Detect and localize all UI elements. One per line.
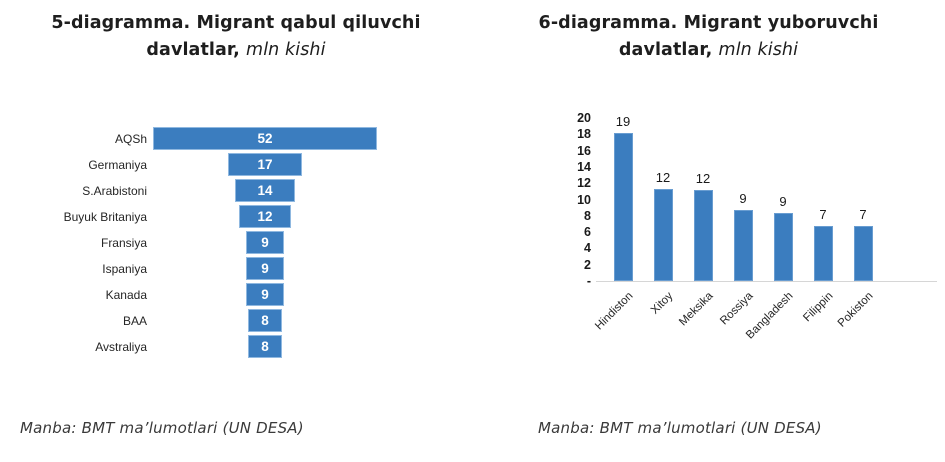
y-axis-tick-label: 12 (577, 176, 591, 191)
funnel-bar-chart: AQSh 52 Germaniya 17 S.Arabistoni 14 Buyuk Bri… (8, 126, 468, 360)
bar: 12 (239, 205, 291, 228)
left-title-line2: davlatlar, mln kishi (0, 37, 472, 64)
bar: 14 (234, 179, 296, 202)
category-label: Avstraliya (95, 340, 147, 354)
category-label: Germaniya (88, 158, 147, 172)
panel-migrant-receiving-chart: 5-diagramma. Migrant qabul qiluvchi davl… (0, 0, 472, 462)
category-label: Ispaniya (102, 262, 147, 276)
bar (693, 189, 713, 281)
bar-track: 9 (153, 231, 468, 255)
funnel-row: Buyuk Britaniya 12 (8, 204, 468, 230)
right-title-line2: davlatlar, mln kishi (472, 37, 945, 64)
bar (773, 212, 793, 281)
right-title-unit: mln kishi (718, 40, 799, 60)
bar-track: 12 (153, 205, 468, 229)
bar-value-label: 7 (859, 207, 867, 223)
bar-value-label: 9 (739, 191, 747, 207)
bar (733, 210, 753, 281)
bar-value-label: 9 (261, 235, 269, 250)
left-title-unit: mln kishi (246, 40, 326, 60)
category-label: AQSh (114, 132, 147, 146)
bar: 9 (245, 257, 285, 280)
funnel-row: AQSh 52 (8, 126, 468, 152)
left-title-line1: 5-diagramma. Migrant qabul qiluvchi (51, 13, 421, 33)
bar-value-label: 9 (261, 287, 269, 302)
bar-value-label: 7 (819, 206, 827, 222)
bar-value-label: 19 (615, 113, 631, 129)
bar-track: 14 (153, 179, 468, 203)
funnel-row: Ispaniya 9 (8, 256, 468, 282)
bar-value-label: 17 (257, 157, 273, 172)
bar: 9 (245, 283, 285, 306)
right-title-line1: 6-diagramma. Migrant yuboruvchi (538, 13, 879, 33)
funnel-row: Fransiya 9 (8, 230, 468, 256)
y-axis-tick-label: 18 (577, 127, 591, 142)
x-axis-category-label: Pokiston (835, 290, 876, 330)
left-title-line2-bold: davlatlar, (146, 40, 240, 60)
bar: 9 (245, 231, 285, 254)
category-label: S.Arabistoni (82, 184, 147, 198)
left-chart-title: 5-diagramma. Migrant qabul qiluvchi davl… (0, 10, 472, 64)
bar-value-label: 14 (257, 183, 273, 198)
y-axis-tick-label: 2 (584, 257, 591, 272)
left-source-note: Manba: BMT ma’lumotlari (UN DESA) (20, 419, 304, 437)
x-axis-line (596, 281, 937, 282)
bar (653, 189, 673, 281)
bar-track: 9 (153, 257, 468, 281)
bar-value-label: 9 (779, 193, 787, 209)
bar-track: 8 (153, 335, 468, 359)
bar (813, 225, 833, 281)
funnel-row: BAA 8 (8, 308, 468, 334)
bar-value-label: 12 (257, 209, 273, 224)
right-chart-title: 6-diagramma. Migrant yuboruvchi davlatla… (472, 10, 945, 64)
bar-track: 17 (153, 153, 468, 177)
category-label: BAA (122, 314, 147, 328)
category-label: Kanada (105, 288, 147, 302)
y-axis-tick-label: - (586, 274, 591, 288)
funnel-row: Avstraliya 8 (8, 334, 468, 360)
y-axis-tick-label: 16 (577, 143, 591, 158)
y-axis-tick-label: 6 (584, 225, 591, 240)
bar-value-label: 52 (257, 131, 273, 146)
bar-track: 52 (153, 127, 468, 151)
category-label: Buyuk Britaniya (63, 210, 147, 224)
right-title-line2-bold: davlatlar, (618, 40, 713, 60)
bar: 8 (247, 335, 283, 358)
y-axis-tick-label: 4 (584, 241, 591, 256)
y-axis-tick-label: 14 (577, 159, 591, 174)
y-axis-tick-label: 8 (584, 208, 591, 223)
bar-value-label: 8 (261, 313, 269, 328)
funnel-row: Germaniya 17 (8, 152, 468, 178)
bar-value-label: 9 (261, 261, 269, 276)
funnel-row: Kanada 9 (8, 282, 468, 308)
bar (853, 226, 873, 281)
bar: 52 (153, 127, 377, 150)
bar-track: 9 (153, 283, 468, 307)
bar (613, 132, 633, 281)
y-axis-tick-label: 20 (577, 111, 591, 125)
y-axis-tick-label: 10 (577, 192, 591, 207)
right-source-note: Manba: BMT ma’lumotlari (UN DESA) (538, 419, 822, 437)
funnel-row: S.Arabistoni 14 (8, 178, 468, 204)
panel-migrant-sending-chart: 6-diagramma. Migrant yuboruvchi davlatla… (472, 0, 945, 462)
bar-value-label: 12 (655, 170, 671, 186)
bar-value-label: 12 (695, 170, 711, 186)
bar-value-label: 8 (261, 339, 269, 354)
bar: 17 (228, 153, 302, 176)
category-label: Fransiya (100, 236, 147, 250)
bar-track: 8 (153, 309, 468, 333)
bar: 8 (247, 309, 283, 332)
column-bar-chart: 20 18 16 14 12 10 8 6 4 2-19 Hindiston 12 Xitoy 12 Mek… (565, 111, 937, 388)
